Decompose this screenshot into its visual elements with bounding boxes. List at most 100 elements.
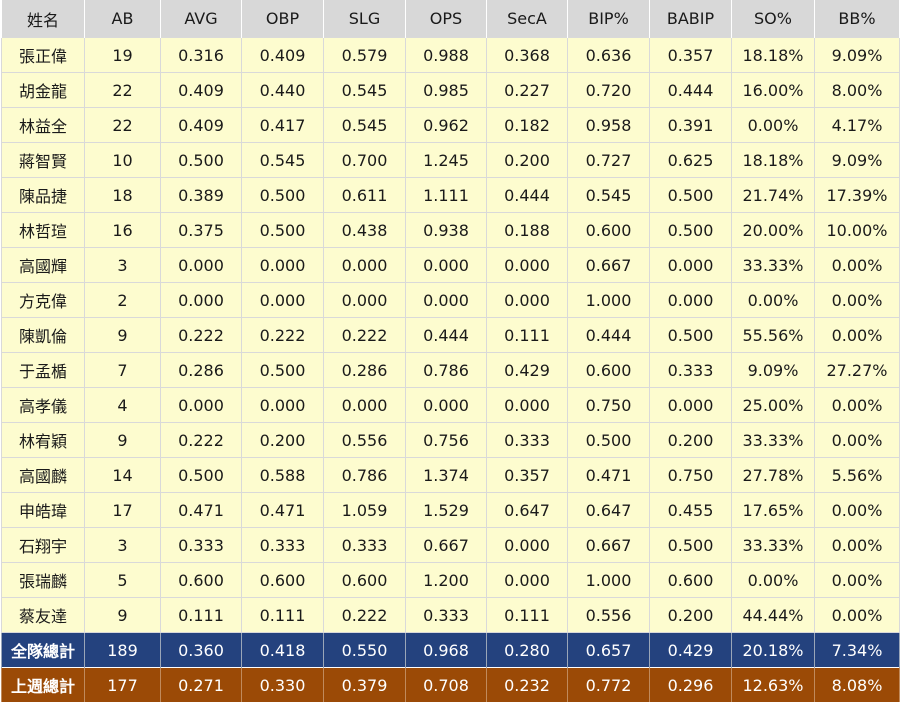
stat-cell-so-pct: 9.09% (731, 352, 815, 388)
stat-cell-ops: 1.529 (405, 492, 487, 528)
stat-cell-bip-pct: 0.600 (567, 212, 650, 248)
stat-cell-obp: 0.500 (241, 177, 324, 213)
team-total-slg: 0.550 (323, 632, 406, 668)
table-row: 陳凱倫 9 0.222 0.222 0.222 0.444 0.111 0.444 0.500 5… (1, 317, 900, 353)
player-rows: 張正偉 19 0.316 0.409 0.579 0.988 0.368 0.636 0.357… (1, 37, 900, 633)
table-row: 高國麟 14 0.500 0.588 0.786 1.374 0.357 0.471 0.750… (1, 457, 900, 493)
stat-cell-so-pct: 18.18% (731, 37, 815, 73)
stat-cell-bb-pct: 5.56% (814, 457, 900, 493)
stat-cell-so-pct: 20.00% (731, 212, 815, 248)
stat-cell-babip: 0.000 (649, 387, 732, 423)
stat-cell-ops: 0.985 (405, 72, 487, 108)
stat-cell-obp: 0.000 (241, 387, 324, 423)
player-name-cell: 于孟楯 (1, 352, 85, 388)
stat-cell-slg: 0.438 (323, 212, 406, 248)
stat-cell-ab: 7 (84, 352, 161, 388)
stat-cell-bb-pct: 0.00% (814, 247, 900, 283)
stat-cell-slg: 0.000 (323, 387, 406, 423)
stat-cell-obp: 0.500 (241, 212, 324, 248)
stat-cell-avg: 0.000 (160, 282, 242, 318)
stat-cell-babip: 0.600 (649, 562, 732, 598)
stat-cell-avg: 0.500 (160, 457, 242, 493)
table-row: 石翔宇 3 0.333 0.333 0.333 0.667 0.000 0.667 0.500 3… (1, 527, 900, 563)
stat-cell-ab: 2 (84, 282, 161, 318)
stat-cell-bb-pct: 10.00% (814, 212, 900, 248)
stat-cell-obp: 0.000 (241, 282, 324, 318)
stat-cell-bb-pct: 9.09% (814, 142, 900, 178)
stat-cell-so-pct: 18.18% (731, 142, 815, 178)
stat-cell-seca: 0.111 (486, 317, 568, 353)
stat-cell-ab: 10 (84, 142, 161, 178)
stat-cell-ops: 0.333 (405, 597, 487, 633)
stat-cell-bip-pct: 0.750 (567, 387, 650, 423)
column-header-slg: SLG (323, 0, 406, 38)
table-header: 姓名 AB AVG OBP SLG OPS SecA BIP% BABIP SO% BB% (1, 0, 900, 38)
stat-cell-so-pct: 0.00% (731, 562, 815, 598)
table-row: 蔣智賢 10 0.500 0.545 0.700 1.245 0.200 0.727 0.625… (1, 142, 900, 178)
last-week-total-so-pct: 12.63% (731, 667, 815, 702)
table-row: 于孟楯 7 0.286 0.500 0.286 0.786 0.429 0.600 0.333 9… (1, 352, 900, 388)
stat-cell-obp: 0.588 (241, 457, 324, 493)
stat-cell-bb-pct: 0.00% (814, 527, 900, 563)
stat-cell-ops: 0.938 (405, 212, 487, 248)
column-header-ops: OPS (405, 0, 487, 38)
table-row: 胡金龍 22 0.409 0.440 0.545 0.985 0.227 0.720 0.444… (1, 72, 900, 108)
stat-cell-avg: 0.409 (160, 72, 242, 108)
stat-cell-seca: 0.200 (486, 142, 568, 178)
stat-cell-ops: 0.756 (405, 422, 487, 458)
stat-cell-seca: 0.000 (486, 527, 568, 563)
last-week-total-babip: 0.296 (649, 667, 732, 702)
stat-cell-ops: 0.000 (405, 387, 487, 423)
column-header-bb-pct: BB% (814, 0, 900, 38)
stat-cell-bb-pct: 0.00% (814, 597, 900, 633)
stat-cell-ops: 0.962 (405, 107, 487, 143)
stat-cell-bip-pct: 0.556 (567, 597, 650, 633)
stat-cell-bip-pct: 0.636 (567, 37, 650, 73)
stat-cell-bb-pct: 0.00% (814, 562, 900, 598)
table-row: 蔡友達 9 0.111 0.111 0.222 0.333 0.111 0.556 0.200 4… (1, 597, 900, 633)
last-week-total-bb-pct: 8.08% (814, 667, 900, 702)
last-week-total-label: 上週總計 (1, 667, 85, 702)
stat-cell-seca: 0.227 (486, 72, 568, 108)
stat-cell-bip-pct: 0.667 (567, 527, 650, 563)
stat-cell-seca: 0.647 (486, 492, 568, 528)
table-row: 林宥穎 9 0.222 0.200 0.556 0.756 0.333 0.500 0.200 3… (1, 422, 900, 458)
table-row: 方克偉 2 0.000 0.000 0.000 0.000 0.000 1.000 0.000 0… (1, 282, 900, 318)
stat-cell-bip-pct: 0.727 (567, 142, 650, 178)
stat-cell-ab: 14 (84, 457, 161, 493)
stat-cell-so-pct: 17.65% (731, 492, 815, 528)
stat-cell-avg: 0.222 (160, 317, 242, 353)
player-name-cell: 張瑞麟 (1, 562, 85, 598)
stat-cell-slg: 0.545 (323, 72, 406, 108)
column-header-babip: BABIP (649, 0, 732, 38)
stat-cell-babip: 0.750 (649, 457, 732, 493)
stat-cell-slg: 0.222 (323, 597, 406, 633)
player-name-cell: 高國麟 (1, 457, 85, 493)
last-week-total-avg: 0.271 (160, 667, 242, 702)
stat-cell-bip-pct: 1.000 (567, 282, 650, 318)
stat-cell-seca: 0.188 (486, 212, 568, 248)
stat-cell-avg: 0.000 (160, 247, 242, 283)
stat-cell-so-pct: 16.00% (731, 72, 815, 108)
stat-cell-obp: 0.111 (241, 597, 324, 633)
stat-cell-ops: 1.111 (405, 177, 487, 213)
stat-cell-slg: 0.000 (323, 247, 406, 283)
table-row: 高國輝 3 0.000 0.000 0.000 0.000 0.000 0.667 0.000 3… (1, 247, 900, 283)
stat-cell-bip-pct: 0.444 (567, 317, 650, 353)
player-name-cell: 陳品捷 (1, 177, 85, 213)
stat-cell-slg: 1.059 (323, 492, 406, 528)
stat-cell-babip: 0.333 (649, 352, 732, 388)
stat-cell-slg: 0.600 (323, 562, 406, 598)
header-row: 姓名 AB AVG OBP SLG OPS SecA BIP% BABIP SO% BB% (1, 0, 900, 38)
stat-cell-seca: 0.357 (486, 457, 568, 493)
stat-cell-seca: 0.111 (486, 597, 568, 633)
player-name-cell: 方克偉 (1, 282, 85, 318)
column-header-obp: OBP (241, 0, 324, 38)
stat-cell-babip: 0.500 (649, 317, 732, 353)
table-row: 張正偉 19 0.316 0.409 0.579 0.988 0.368 0.636 0.357… (1, 37, 900, 73)
stat-cell-babip: 0.455 (649, 492, 732, 528)
team-total-so-pct: 20.18% (731, 632, 815, 668)
stat-cell-bb-pct: 8.00% (814, 72, 900, 108)
stat-cell-avg: 0.000 (160, 387, 242, 423)
stat-cell-obp: 0.409 (241, 37, 324, 73)
